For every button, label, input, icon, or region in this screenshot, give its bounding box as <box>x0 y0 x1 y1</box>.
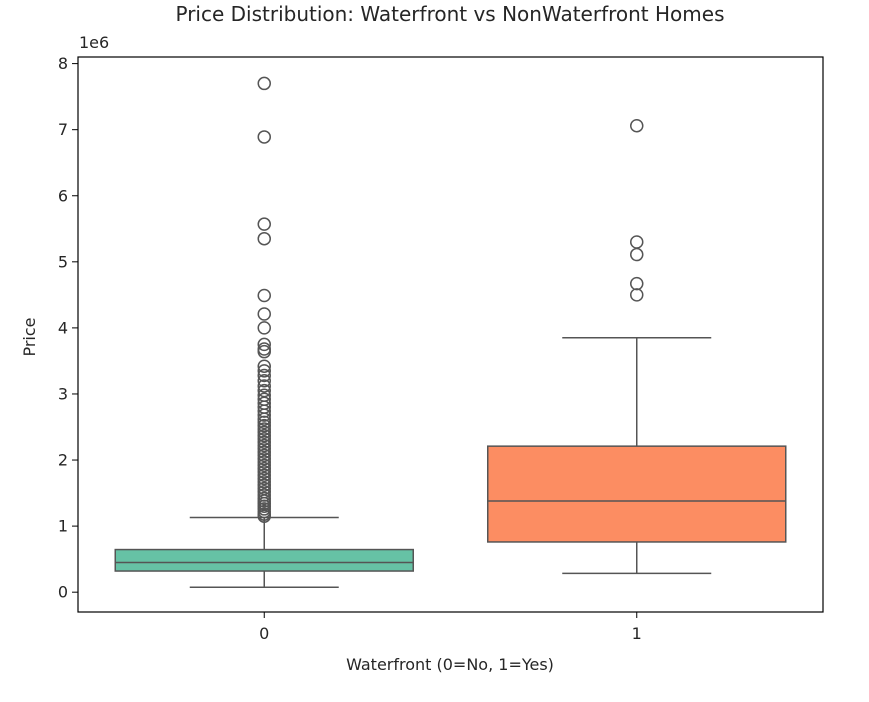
y-axis-label: Price <box>20 317 39 356</box>
outlier-point-0-23 <box>257 415 271 430</box>
outlier-point-1-0 <box>630 118 644 133</box>
y-tick-label-3: 3 <box>58 384 68 403</box>
outlier-point-0-45 <box>257 488 271 502</box>
outlier-point-0-20 <box>257 404 271 418</box>
outlier-point-0-22 <box>257 412 271 426</box>
outlier-point-0-40 <box>257 471 271 486</box>
outlier-point-0-25 <box>257 422 271 436</box>
box-1 <box>487 445 787 543</box>
outlier-point-0-2 <box>257 217 271 231</box>
outlier-point-0-27 <box>257 428 271 443</box>
outlier-point-1-3 <box>630 276 644 291</box>
outlier-point-0-32 <box>257 445 271 459</box>
outlier-point-0-28 <box>257 432 271 446</box>
y-tick-label-0: 0 <box>58 583 68 602</box>
x-tick-label-0: 0 <box>259 624 269 643</box>
outlier-point-0-11 <box>257 364 271 378</box>
plot-area: 0 1 2 3 4 5 6 7 8 0 1 <box>58 54 787 643</box>
chart-title: Price Distribution: Waterfront vs NonWat… <box>175 2 724 26</box>
outlier-point-0-34 <box>257 451 271 466</box>
outlier-point-1-4 <box>630 288 644 302</box>
x-tick-label-1: 1 <box>632 624 642 643</box>
outlier-point-0-12 <box>257 368 271 383</box>
outlier-point-0-26 <box>257 425 271 440</box>
box-0 <box>114 548 414 572</box>
outlier-point-0-14 <box>257 379 271 393</box>
axes-frame <box>77 56 824 613</box>
outlier-point-0-13 <box>257 374 271 388</box>
outlier-point-0-5 <box>257 307 271 321</box>
outlier-point-0-29 <box>257 435 271 449</box>
outlier-point-0-9 <box>257 344 271 359</box>
outlier-point-0-0 <box>257 76 271 91</box>
y-tick-label-4: 4 <box>58 318 68 337</box>
outlier-point-0-1 <box>257 130 271 144</box>
outlier-point-0-41 <box>257 475 271 489</box>
y-tick-label-7: 7 <box>58 120 68 139</box>
outlier-point-0-37 <box>257 461 271 476</box>
outlier-point-0-36 <box>257 458 271 473</box>
outlier-point-0-30 <box>257 438 271 453</box>
outlier-point-0-38 <box>257 465 271 479</box>
outlier-point-0-42 <box>257 478 271 492</box>
y-tick-label-8: 8 <box>58 54 68 73</box>
outlier-point-0-53 <box>257 509 271 523</box>
y-tick-label-6: 6 <box>58 186 68 205</box>
outlier-point-0-35 <box>257 455 271 469</box>
outlier-point-0-6 <box>257 321 271 335</box>
outlier-point-0-39 <box>257 468 271 482</box>
outlier-point-0-31 <box>257 442 271 456</box>
outlier-point-0-7 <box>257 337 271 352</box>
outlier-point-0-24 <box>257 418 271 433</box>
outlier-point-1-2 <box>630 247 644 262</box>
outlier-point-0-21 <box>257 408 271 422</box>
y-tick-label-2: 2 <box>58 451 68 470</box>
outlier-point-0-33 <box>257 448 271 463</box>
y-axis-offset-label: 1e6 <box>79 33 109 52</box>
outlier-point-1-1 <box>630 235 644 249</box>
outlier-point-0-3 <box>257 231 271 246</box>
y-tick-label-1: 1 <box>58 517 68 536</box>
outlier-point-0-4 <box>257 288 271 303</box>
x-axis-label: Waterfront (0=No, 1=Yes) <box>346 655 554 674</box>
y-tick-label-5: 5 <box>58 252 68 271</box>
outlier-point-0-10 <box>257 359 271 373</box>
